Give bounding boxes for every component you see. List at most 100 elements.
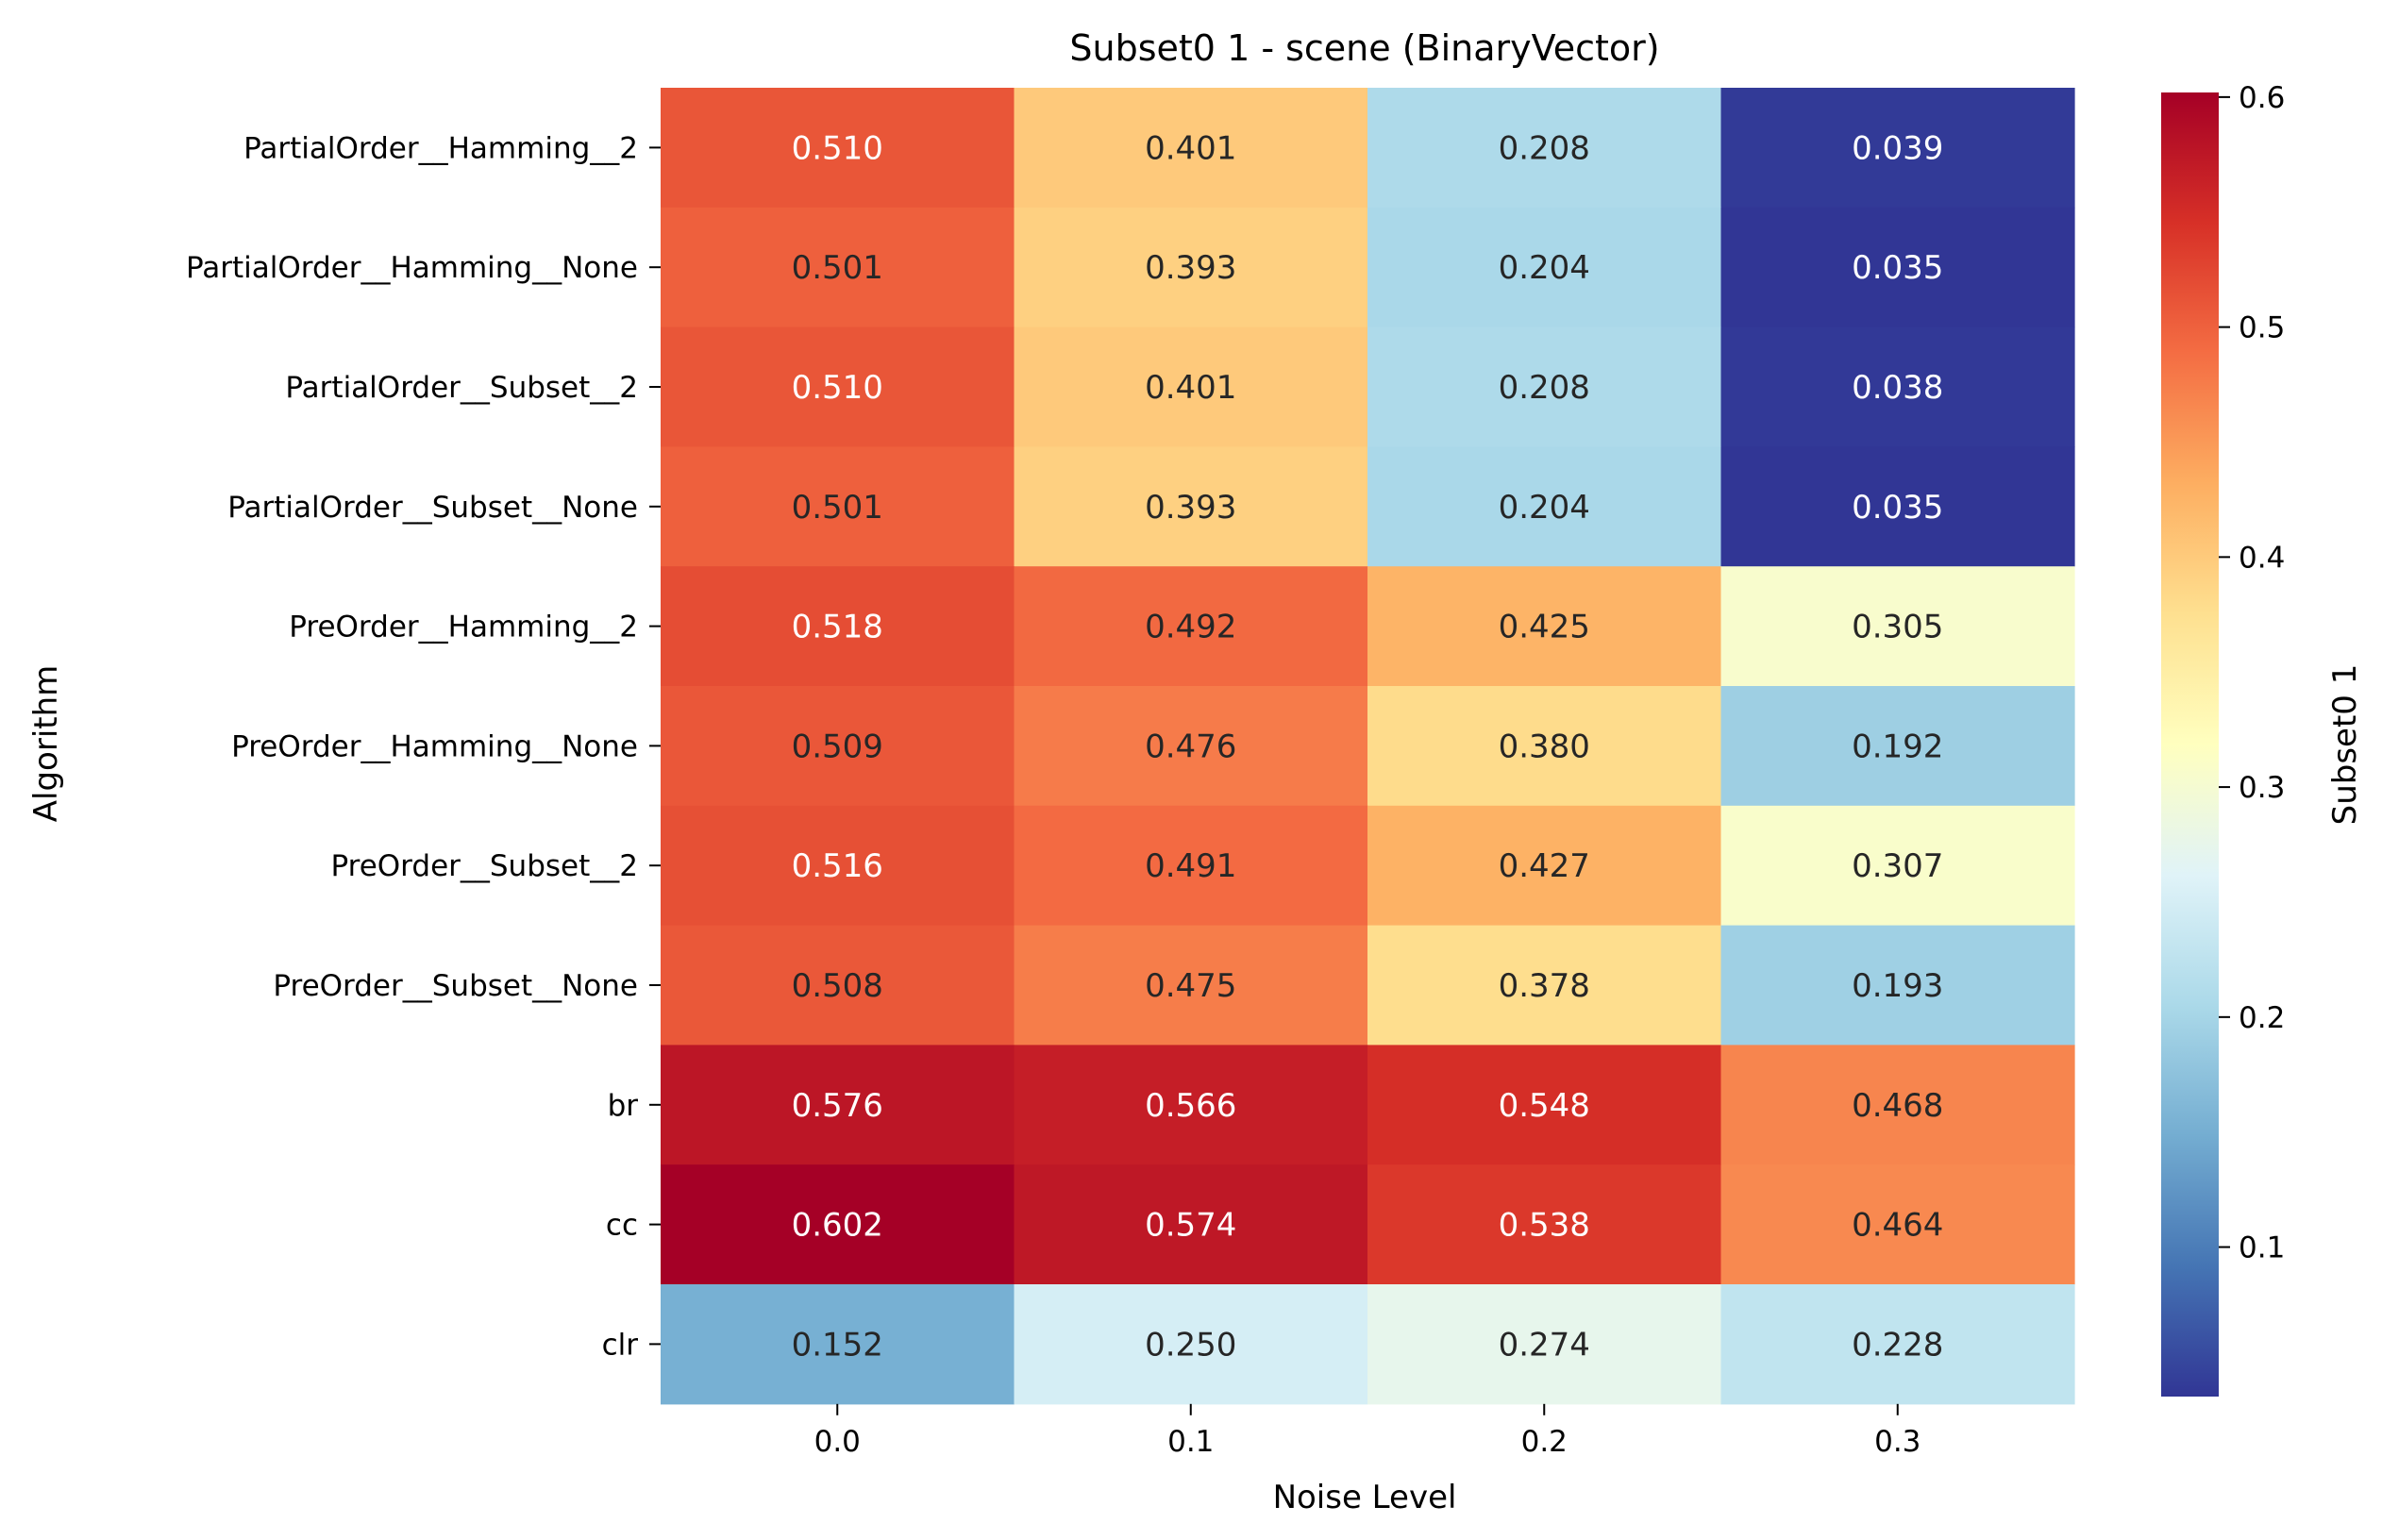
cell-value-label: 0.516 [792,847,883,885]
cell-value-label: 0.378 [1499,967,1590,1005]
heatmap-cell [1014,566,1368,687]
cell-value-label: 0.401 [1145,129,1236,167]
heatmap-cell [1367,805,1722,927]
cell-value-label: 0.393 [1145,249,1236,287]
heatmap-cell [1367,925,1722,1046]
heatmap-cell [1014,686,1368,807]
cell-value-label: 0.038 [1852,369,1943,407]
cell-value-labels: 0.510 0.401 0.208 0.039 0.501 0.393 0.204 0.035… [792,129,1944,1364]
x-axis-label: Noise Level [1273,1479,1457,1516]
heatmap-cell [1014,925,1368,1046]
heatmap-cell [1720,686,2075,807]
heatmap-cell [661,1045,1015,1165]
heatmap-cell [1720,446,2075,567]
colorbar-tick-label: 0.4 [2239,541,2285,575]
heatmap-cell [1720,88,2075,209]
colorbar-ticks: 0.1 0.2 0.3 0.4 0.5 0.6 [2219,81,2285,1265]
cell-value-label: 0.501 [792,489,883,527]
cell-value-label: 0.393 [1145,489,1236,527]
colorbar-tick-label: 0.2 [2239,1001,2285,1035]
heatmap-cell [1367,1045,1722,1165]
y-tick-label: PreOrder__Hamming__2 [289,611,638,644]
heatmap-cell [1367,326,1722,447]
heatmap-cell [1014,1045,1368,1165]
cell-value-label: 0.576 [792,1087,883,1125]
cell-value-label: 0.380 [1499,728,1590,765]
heatmap-cell [1367,446,1722,567]
heatmap-cell [1720,805,2075,927]
cell-value-label: 0.204 [1499,489,1590,527]
cell-value-label: 0.574 [1145,1207,1236,1245]
heatmap-cell [661,446,1015,567]
x-axis-ticks: 0.0 0.1 0.2 0.3 [814,1403,1921,1459]
y-tick-label: PartialOrder__Hamming__None [186,251,638,285]
cell-value-label: 0.492 [1145,609,1236,646]
heatmap-cell [661,207,1015,328]
heatmap-cell [661,925,1015,1046]
cell-value-label: 0.510 [792,369,883,407]
cell-value-label: 0.475 [1145,967,1236,1005]
cell-value-label: 0.501 [792,249,883,287]
cell-value-label: 0.192 [1852,728,1943,765]
heatmap-cell [1720,207,2075,328]
heatmap-cell [1014,326,1368,447]
y-axis-ticks: PartialOrder__Hamming__2 PartialOrder__Ha… [186,131,661,1362]
cell-value-label: 0.491 [1145,847,1236,885]
cell-value-label: 0.510 [792,129,883,167]
cell-value-label: 0.305 [1852,609,1943,646]
cell-value-label: 0.035 [1852,489,1943,527]
colorbar-label: Subset0 1 [2326,664,2364,826]
cell-value-label: 0.208 [1499,369,1590,407]
heatmap-cell [1014,805,1368,927]
cell-value-label: 0.548 [1499,1087,1590,1125]
colorbar-tick-label: 0.5 [2239,311,2285,345]
y-tick-label: cc [606,1209,638,1243]
cell-value-label: 0.538 [1499,1207,1590,1245]
y-tick-label: PreOrder__Subset__2 [331,849,639,883]
heatmap-cell [661,326,1015,447]
heatmap-cell [661,1164,1015,1285]
x-tick-label: 0.3 [1874,1425,1921,1459]
cell-value-label: 0.035 [1852,249,1943,287]
heatmap-cell [1367,88,1722,209]
heatmap-cell [1720,1045,2075,1165]
cell-value-label: 0.468 [1852,1087,1943,1125]
x-tick-label: 0.1 [1167,1425,1214,1459]
colorbar [2161,92,2219,1397]
cell-value-label: 0.152 [792,1326,883,1364]
cell-value-label: 0.509 [792,728,883,765]
cell-value-label: 0.307 [1852,847,1943,885]
heatmap-cell [1720,566,2075,687]
cell-value-label: 0.039 [1852,129,1943,167]
heatmap-cell [1367,686,1722,807]
heatmap-cell [1367,1284,1722,1405]
heatmap-cell [1720,1284,2075,1405]
heatmap-cell [661,686,1015,807]
heatmap-cell [661,805,1015,927]
cell-value-label: 0.518 [792,609,883,646]
cell-value-label: 0.208 [1499,129,1590,167]
chart-title: Subset0 1 - scene (BinaryVector) [1069,27,1659,69]
x-tick-label: 0.2 [1521,1425,1568,1459]
y-tick-label: PartialOrder__Subset__2 [285,371,638,405]
heatmap-cell [1014,1164,1368,1285]
cell-value-label: 0.193 [1852,967,1943,1005]
y-tick-label: PreOrder__Hamming__None [231,729,638,763]
heatmap-cell [1367,566,1722,687]
y-tick-label: PartialOrder__Subset__None [227,491,638,525]
heatmap-cell [1720,925,2075,1046]
cell-value-label: 0.566 [1145,1087,1236,1125]
y-tick-label: PartialOrder__Hamming__2 [243,131,638,165]
cell-value-label: 0.228 [1852,1326,1943,1364]
cell-value-label: 0.508 [792,967,883,1005]
heatmap-cell [1367,207,1722,328]
y-axis-label: Algorithm [27,665,65,823]
cell-value-label: 0.204 [1499,249,1590,287]
cell-value-label: 0.602 [792,1207,883,1245]
colorbar-tick-label: 0.3 [2239,771,2285,805]
cell-value-label: 0.427 [1499,847,1590,885]
cell-value-label: 0.401 [1145,369,1236,407]
y-tick-label: clr [602,1328,639,1362]
heatmap-cell [1014,207,1368,328]
